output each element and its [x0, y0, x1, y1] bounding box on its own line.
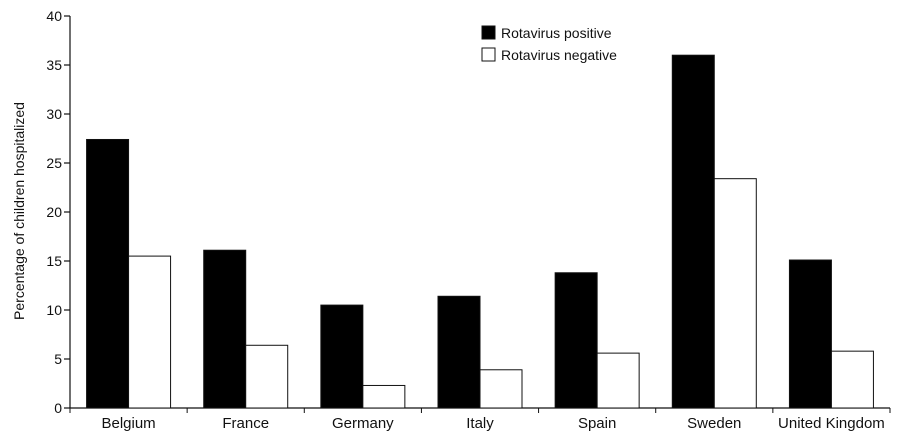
- legend-label: Rotavirus positive: [501, 25, 612, 41]
- x-axis: Belgium France Germany Italy Spain Sweden Unit…: [69, 407, 891, 432]
- x-category-label: Spain: [578, 415, 616, 432]
- bar-positive: [788, 259, 832, 409]
- bar-negative: [128, 255, 172, 409]
- bar-positive: [671, 54, 715, 409]
- bar-negative: [830, 350, 874, 409]
- bar-negative: [596, 352, 640, 409]
- bar-negative: [713, 178, 757, 409]
- bar-positive: [320, 304, 364, 409]
- y-tick-label: 5: [54, 351, 62, 367]
- legend-label: Rotavirus negative: [501, 47, 617, 63]
- y-tick-label: 40: [46, 8, 62, 24]
- x-category-label: United Kingdom: [778, 415, 885, 432]
- y-tick-label: 10: [46, 302, 62, 318]
- y-tick-label: 20: [46, 204, 62, 220]
- x-category-label: France: [222, 415, 269, 432]
- y-tick-label: 0: [54, 400, 62, 416]
- legend-swatch: [481, 25, 496, 40]
- x-category-label: Sweden: [687, 415, 741, 432]
- y-tick-label: 30: [46, 106, 62, 122]
- bar-positive: [203, 249, 247, 409]
- bar-negative: [362, 384, 406, 409]
- bars: [86, 54, 874, 409]
- y-tick-label: 15: [46, 253, 62, 269]
- bar-positive: [437, 295, 481, 409]
- y-axis-label: Percentage of children hospitalized: [11, 102, 27, 320]
- y-axis: 0 5 10 15 20 25 30 35 40: [46, 8, 71, 416]
- legend: Rotavirus positive Rotavirus negative: [481, 25, 617, 63]
- x-category-label: Germany: [332, 415, 394, 432]
- y-tick-label: 35: [46, 57, 62, 73]
- x-category-label: Belgium: [101, 415, 155, 432]
- bar-positive: [554, 272, 598, 409]
- legend-swatch: [481, 47, 496, 62]
- y-tick-label: 25: [46, 155, 62, 171]
- bar-negative: [245, 344, 289, 409]
- bar-negative: [479, 369, 523, 409]
- x-category-label: Italy: [466, 415, 494, 432]
- bar-positive: [86, 138, 130, 409]
